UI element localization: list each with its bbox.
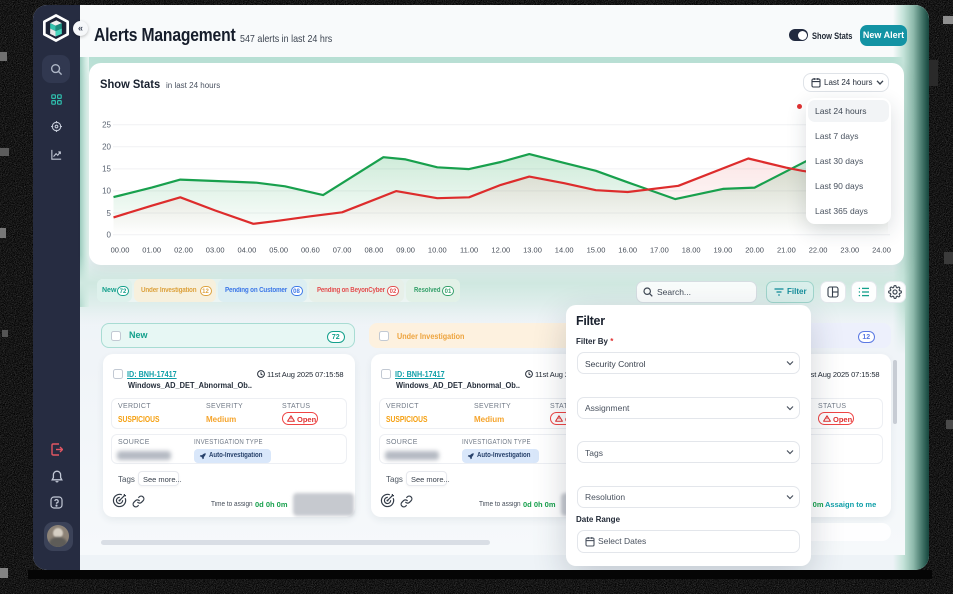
svg-text:05.00: 05.00	[269, 246, 288, 255]
svg-text:10.00: 10.00	[428, 246, 447, 255]
svg-text:23.00: 23.00	[840, 246, 859, 255]
svg-text:03.00: 03.00	[206, 246, 225, 255]
svg-text:16.00: 16.00	[618, 246, 637, 255]
svg-text:25: 25	[102, 121, 111, 130]
svg-text:00.00: 00.00	[111, 246, 130, 255]
svg-text:08.00: 08.00	[365, 246, 384, 255]
svg-text:07.00: 07.00	[333, 246, 352, 255]
svg-text:09.00: 09.00	[396, 246, 415, 255]
svg-text:17.00: 17.00	[650, 246, 669, 255]
svg-text:10: 10	[102, 187, 111, 196]
svg-text:11.00: 11.00	[460, 246, 478, 255]
svg-text:20.00: 20.00	[745, 246, 764, 255]
svg-text:20: 20	[102, 143, 111, 152]
svg-text:19.00: 19.00	[714, 246, 733, 255]
svg-text:00.60: 00.60	[301, 246, 320, 255]
svg-text:21.00: 21.00	[777, 246, 796, 255]
svg-text:18.00: 18.00	[682, 246, 701, 255]
svg-text:22.00: 22.00	[809, 246, 828, 255]
svg-text:0: 0	[107, 231, 112, 240]
svg-text:12.00: 12.00	[491, 246, 510, 255]
svg-text:24.00: 24.00	[872, 246, 891, 255]
svg-text:02.00: 02.00	[174, 246, 193, 255]
svg-text:13.00: 13.00	[523, 246, 542, 255]
svg-text:01.00: 01.00	[142, 246, 161, 255]
svg-text:15.00: 15.00	[587, 246, 606, 255]
svg-text:5: 5	[107, 209, 112, 218]
svg-text:04.00: 04.00	[238, 246, 257, 255]
svg-text:15: 15	[102, 165, 111, 174]
svg-text:14.00: 14.00	[555, 246, 574, 255]
